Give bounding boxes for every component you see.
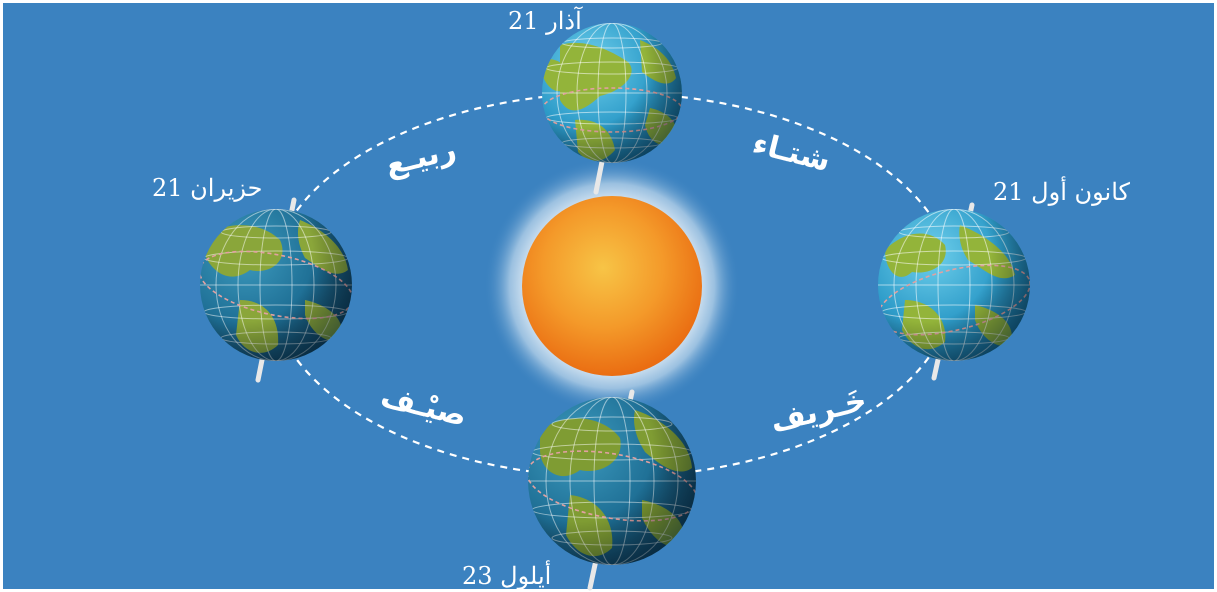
sun bbox=[522, 196, 702, 376]
date-label-june: 21 حزيران bbox=[152, 174, 263, 202]
earth-june bbox=[200, 197, 352, 383]
date-label-march: 21 آذار bbox=[508, 7, 582, 35]
earth-september bbox=[528, 389, 696, 591]
date-label-december: 21 كانون أول bbox=[993, 178, 1130, 206]
date-label-september: 23 أيلول bbox=[462, 562, 552, 590]
